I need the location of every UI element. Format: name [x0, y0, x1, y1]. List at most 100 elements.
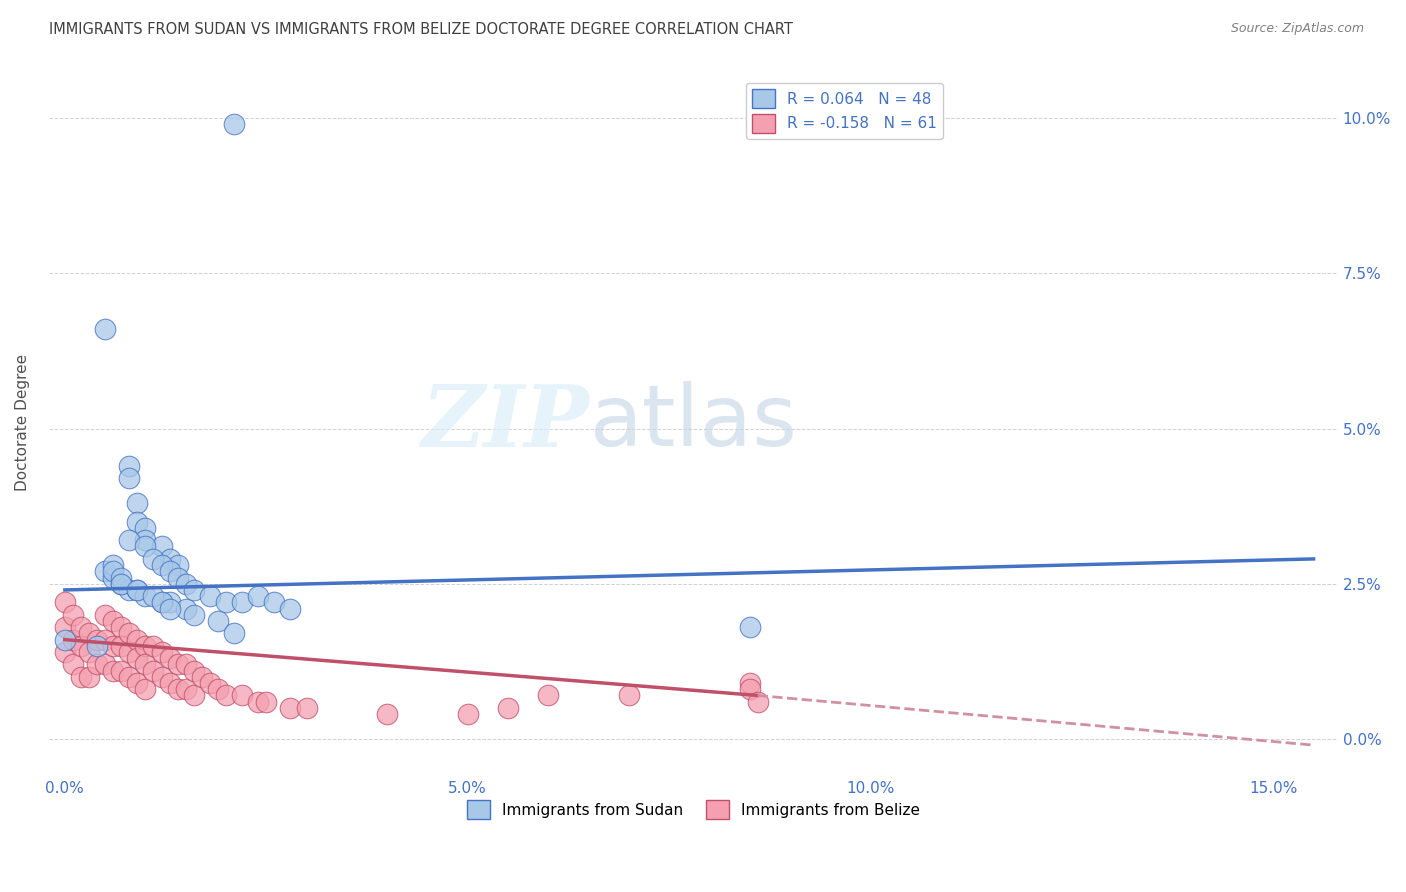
- Point: [86, 632, 108, 647]
- Point: [222, 117, 245, 131]
- Point: [280, 601, 302, 615]
- Point: [127, 651, 149, 665]
- Point: [110, 664, 132, 678]
- Point: [174, 601, 197, 615]
- Point: [142, 589, 165, 603]
- Point: [247, 695, 270, 709]
- Point: [94, 564, 117, 578]
- Point: [134, 657, 156, 672]
- Point: [127, 496, 149, 510]
- Point: [247, 589, 270, 603]
- Point: [150, 595, 173, 609]
- Point: [118, 670, 141, 684]
- Point: [457, 707, 479, 722]
- Point: [159, 552, 181, 566]
- Point: [222, 626, 245, 640]
- Point: [159, 676, 181, 690]
- Point: [738, 620, 761, 634]
- Point: [134, 540, 156, 554]
- Point: [118, 471, 141, 485]
- Point: [150, 558, 173, 573]
- Point: [103, 570, 125, 584]
- Point: [86, 639, 108, 653]
- Text: IMMIGRANTS FROM SUDAN VS IMMIGRANTS FROM BELIZE DOCTORATE DEGREE CORRELATION CHA: IMMIGRANTS FROM SUDAN VS IMMIGRANTS FROM…: [49, 22, 793, 37]
- Point: [53, 645, 76, 659]
- Point: [110, 576, 132, 591]
- Point: [127, 582, 149, 597]
- Point: [127, 515, 149, 529]
- Point: [53, 620, 76, 634]
- Point: [70, 670, 93, 684]
- Point: [496, 701, 519, 715]
- Point: [537, 689, 560, 703]
- Point: [70, 620, 93, 634]
- Point: [77, 645, 100, 659]
- Point: [53, 595, 76, 609]
- Point: [254, 695, 277, 709]
- Point: [118, 645, 141, 659]
- Point: [295, 701, 318, 715]
- Point: [231, 689, 253, 703]
- Point: [174, 657, 197, 672]
- Point: [198, 589, 221, 603]
- Point: [103, 558, 125, 573]
- Point: [103, 664, 125, 678]
- Point: [738, 682, 761, 697]
- Point: [191, 670, 214, 684]
- Point: [134, 533, 156, 548]
- Point: [142, 639, 165, 653]
- Point: [183, 689, 205, 703]
- Point: [150, 670, 173, 684]
- Point: [166, 570, 188, 584]
- Point: [103, 614, 125, 628]
- Point: [103, 564, 125, 578]
- Point: [150, 645, 173, 659]
- Point: [62, 632, 84, 647]
- Point: [142, 552, 165, 566]
- Point: [263, 595, 285, 609]
- Point: [94, 607, 117, 622]
- Point: [215, 595, 238, 609]
- Point: [110, 570, 132, 584]
- Point: [215, 689, 238, 703]
- Text: atlas: atlas: [591, 381, 799, 464]
- Point: [142, 664, 165, 678]
- Point: [207, 614, 229, 628]
- Text: Source: ZipAtlas.com: Source: ZipAtlas.com: [1230, 22, 1364, 36]
- Point: [127, 676, 149, 690]
- Point: [110, 620, 132, 634]
- Point: [231, 595, 253, 609]
- Point: [94, 657, 117, 672]
- Point: [94, 322, 117, 336]
- Point: [183, 582, 205, 597]
- Point: [207, 682, 229, 697]
- Point: [134, 682, 156, 697]
- Point: [118, 582, 141, 597]
- Point: [103, 639, 125, 653]
- Point: [110, 639, 132, 653]
- Point: [86, 657, 108, 672]
- Point: [127, 632, 149, 647]
- Point: [70, 639, 93, 653]
- Point: [198, 676, 221, 690]
- Point: [110, 576, 132, 591]
- Point: [118, 458, 141, 473]
- Point: [77, 670, 100, 684]
- Point: [183, 607, 205, 622]
- Point: [375, 707, 398, 722]
- Point: [94, 632, 117, 647]
- Point: [77, 626, 100, 640]
- Point: [150, 595, 173, 609]
- Point: [174, 682, 197, 697]
- Point: [62, 607, 84, 622]
- Legend: Immigrants from Sudan, Immigrants from Belize: Immigrants from Sudan, Immigrants from B…: [461, 794, 927, 825]
- Point: [174, 576, 197, 591]
- Point: [183, 664, 205, 678]
- Point: [166, 558, 188, 573]
- Point: [127, 582, 149, 597]
- Point: [159, 595, 181, 609]
- Point: [150, 540, 173, 554]
- Point: [134, 589, 156, 603]
- Text: ZIP: ZIP: [422, 381, 591, 464]
- Point: [159, 651, 181, 665]
